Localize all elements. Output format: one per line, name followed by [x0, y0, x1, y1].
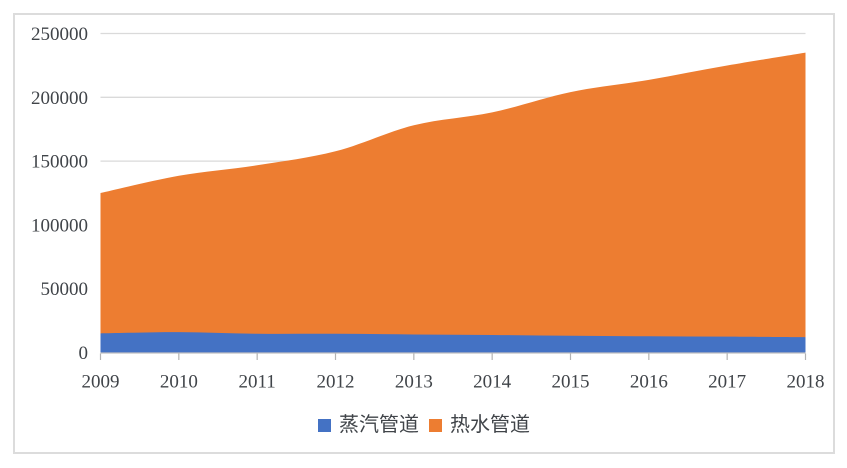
- y-tick-label: 250000: [31, 24, 88, 45]
- x-tick-label: 2014: [473, 372, 512, 393]
- y-tick-label: 50000: [41, 279, 89, 300]
- x-tick-label: 2010: [160, 372, 198, 393]
- hot-water-pipeline-area: [100, 52, 806, 353]
- y-tick-label: 200000: [31, 88, 88, 109]
- chart-legend: 蒸汽管道 热水管道: [15, 415, 833, 435]
- stacked-area-chart: 0 50000 100000 150000 200000 250000 2009 2010 20…: [31, 24, 825, 393]
- legend-swatch-hot-water-pipeline: [429, 418, 442, 432]
- legend-label-hot-water-pipeline: 热水管道: [450, 414, 530, 436]
- x-tick-label: 2015: [552, 372, 590, 393]
- chart-frame: 0 50000 100000 150000 200000 250000 2009 2010 20…: [13, 13, 835, 454]
- y-tick-label: 150000: [31, 152, 88, 173]
- steam-pipeline-area: [100, 332, 806, 353]
- x-tick-label: 2018: [787, 372, 825, 393]
- legend-item-hot-water-pipeline: 热水管道: [429, 415, 530, 435]
- x-tick-label: 2017: [708, 372, 746, 393]
- x-tick-label: 2012: [317, 372, 355, 393]
- x-tick-label: 2011: [239, 372, 276, 393]
- y-tick-label: 100000: [31, 215, 88, 236]
- legend-label-steam-pipeline: 蒸汽管道: [339, 414, 419, 436]
- legend-item-steam-pipeline: 蒸汽管道: [318, 415, 419, 435]
- x-tick-label: 2016: [630, 372, 668, 393]
- y-tick-label: 0: [79, 343, 89, 364]
- x-tick-label: 2013: [395, 372, 433, 393]
- x-tick-label: 2009: [82, 372, 120, 393]
- legend-swatch-steam-pipeline: [318, 418, 331, 432]
